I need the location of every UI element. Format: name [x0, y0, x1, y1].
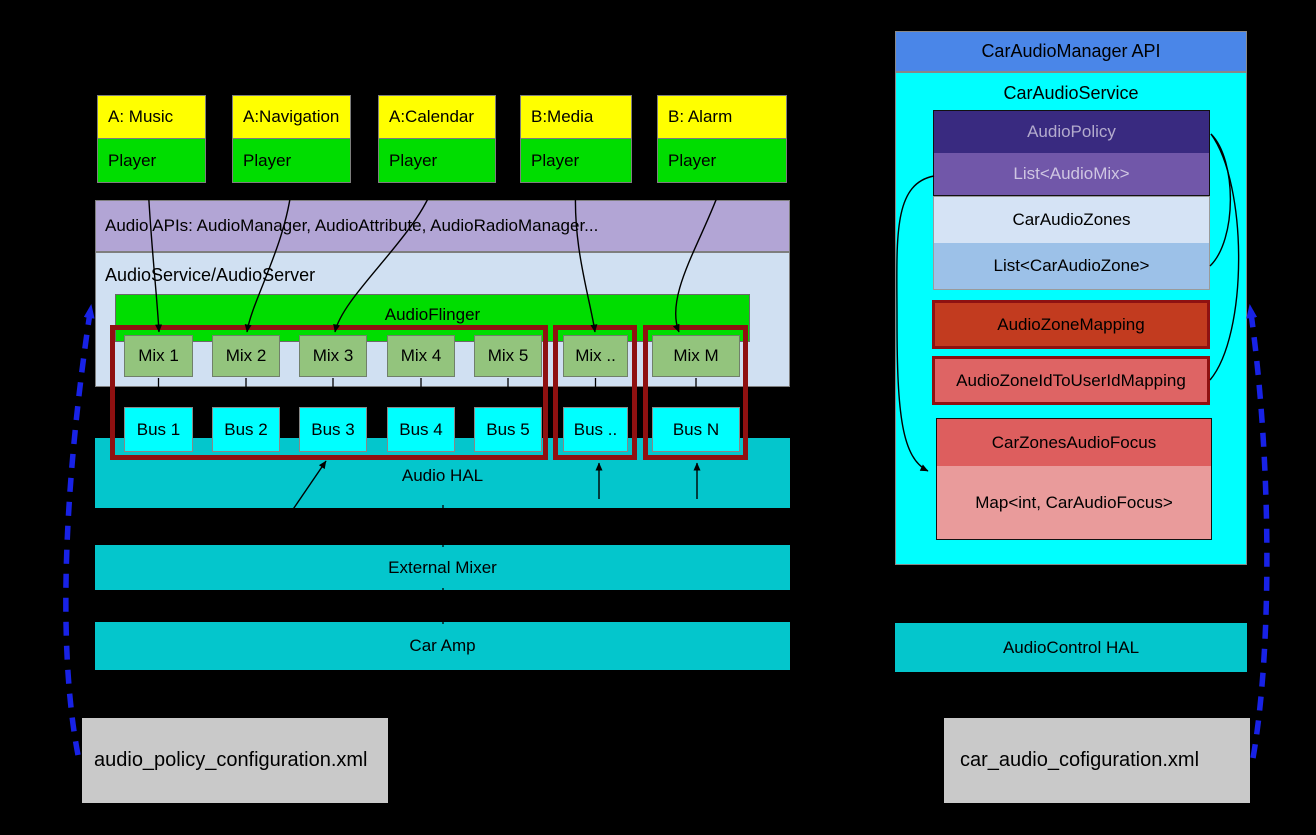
map-int-car-audio-focus-row: Map<int, CarAudioFocus> — [937, 466, 1211, 539]
audio-zone-id-to-user-id-mapping-box: AudioZoneIdToUserIdMapping — [932, 356, 1210, 405]
zone-group-2 — [553, 325, 637, 460]
bus-box-1: Bus 1 — [124, 407, 193, 452]
audio-hal-label: Audio HAL — [401, 466, 484, 485]
list-audio-mix-row: List<AudioMix> — [934, 153, 1209, 195]
dashed-arrow-car-audio-config-to-caraudioservice — [1246, 304, 1270, 759]
car-audio-config-file: car_audio_cofiguration.xml — [944, 718, 1250, 803]
bus-box-2: Bus 2 — [212, 407, 280, 452]
player-label: Player — [232, 139, 351, 183]
audio-policy-row: AudioPolicy — [934, 111, 1209, 153]
audio-policy-group: AudioPolicy List<AudioMix> — [933, 110, 1210, 196]
car-zones-audio-focus-row: CarZonesAudioFocus — [937, 419, 1211, 466]
bus-box-3: Bus 3 — [299, 407, 367, 452]
mix-box-4: Mix 4 — [387, 335, 455, 377]
app-label: B: Alarm — [657, 95, 787, 139]
list-car-audio-zone-row: List<CarAudioZone> — [934, 243, 1209, 289]
player-label: Player — [520, 139, 632, 183]
mix-box-m: Mix M — [652, 335, 740, 377]
bus-box-dots: Bus .. — [563, 407, 628, 452]
car-audio-zones-row: CarAudioZones — [934, 197, 1209, 243]
audio-apis-bar: Audio APIs: AudioManager, AudioAttribute… — [95, 200, 790, 252]
player-box-a-navigation: A:Navigation Player — [232, 95, 351, 183]
car-audio-manager-api-bar: CarAudioManager API — [895, 31, 1247, 72]
player-label: Player — [97, 139, 206, 183]
audio-policy-config-file: audio_policy_configuration.xml — [82, 718, 388, 803]
audio-control-hal-bar: AudioControl HAL — [895, 623, 1247, 672]
external-mixer-bar: External Mixer — [95, 545, 790, 590]
dashed-arrow-audio-policy-config-to-audioservice — [63, 304, 95, 756]
player-box-b-media: B:Media Player — [520, 95, 632, 183]
app-label: A: Music — [97, 95, 206, 139]
zone-group-3 — [643, 325, 748, 460]
bus-box-n: Bus N — [652, 407, 740, 452]
player-box-b-alarm: B: Alarm Player — [657, 95, 787, 183]
player-label: Player — [378, 139, 496, 183]
mix-box-1: Mix 1 — [124, 335, 193, 377]
car-audio-zones-group: CarAudioZones List<CarAudioZone> — [933, 196, 1210, 290]
player-box-a-music: A: Music Player — [97, 95, 206, 183]
mix-box-3: Mix 3 — [299, 335, 367, 377]
app-label: B:Media — [520, 95, 632, 139]
bus-box-4: Bus 4 — [387, 407, 455, 452]
bus-box-5: Bus 5 — [474, 407, 542, 452]
app-label: A:Navigation — [232, 95, 351, 139]
car-amp-bar: Car Amp — [95, 622, 790, 670]
mix-box-5: Mix 5 — [474, 335, 542, 377]
player-box-a-calendar: A:Calendar Player — [378, 95, 496, 183]
car-zones-audio-focus-group: CarZonesAudioFocus Map<int, CarAudioFocu… — [936, 418, 1212, 540]
mix-box-2: Mix 2 — [212, 335, 280, 377]
app-label: A:Calendar — [378, 95, 496, 139]
audio-service-label: AudioService/AudioServer — [105, 265, 316, 285]
player-label: Player — [657, 139, 787, 183]
zone-group-1 — [110, 325, 548, 460]
mix-box-dots: Mix .. — [563, 335, 628, 377]
car-audio-service-label: CarAudioService — [1003, 83, 1139, 103]
audio-zone-mapping-box: AudioZoneMapping — [932, 300, 1210, 349]
